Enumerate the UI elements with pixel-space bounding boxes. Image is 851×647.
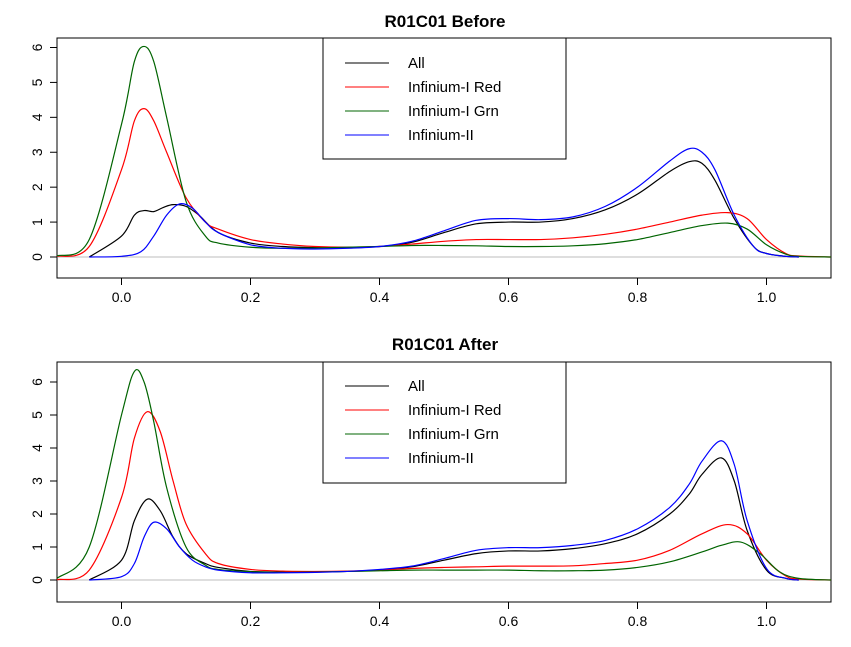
legend-label-all: All	[408, 55, 425, 72]
legend-entry-infinium-i-grn: Infinium-I Grn	[345, 426, 499, 443]
y-tick-label: 0	[29, 576, 45, 584]
y-axis: 0 1 2 3 4 5 6	[29, 378, 57, 584]
y-tick-label: 2	[29, 183, 45, 191]
chart-panel-before: R01C01 Before 0.0 0.2 0.4 0.6 0.8 1.0 0 1 2 3 4 5 6…	[29, 12, 832, 305]
y-tick-label: 1	[29, 543, 45, 551]
legend-label-infinium-ii: Infinium-II	[408, 127, 474, 144]
x-tick-label: 0.0	[112, 289, 132, 305]
chart-panel-after: R01C01 After 0.0 0.2 0.4 0.6 0.8 1.0 0123456 …	[29, 335, 832, 629]
y-tick-label: 2	[29, 510, 45, 518]
series-line-infinium-i-grn	[56, 368, 832, 581]
legend-label-infinium-ii: Infinium-II	[408, 450, 474, 467]
legend-entry-infinium-ii: Infinium-II	[345, 127, 474, 144]
series-layer	[56, 368, 832, 581]
series-layer	[56, 45, 832, 258]
series-line-infinium-i-red	[56, 411, 832, 581]
legend-entry-infinium-i-red: Infinium-I Red	[345, 402, 501, 419]
y-tick-label: 0	[29, 253, 45, 261]
chart-title: R01C01 After	[392, 335, 499, 354]
x-tick-label: 0.6	[499, 613, 519, 629]
y-tick-label: 3	[29, 477, 45, 485]
y-axis: 0 1 2 3 4 5 6	[29, 43, 57, 261]
x-tick-label: 1.0	[757, 289, 777, 305]
x-tick-label: 0.4	[370, 289, 390, 305]
y-tick-label: 1	[29, 218, 45, 226]
legend-label-infinium-i-grn: Infinium-I Grn	[408, 426, 499, 443]
y-tick-label: 5	[29, 411, 45, 419]
series-line-infinium-i-grn	[56, 45, 832, 258]
legend-box	[322, 361, 567, 484]
series-line-infinium-ii	[89, 147, 799, 258]
legend-box	[322, 37, 567, 160]
x-tick-label: 0.8	[628, 613, 648, 629]
legend-entry-infinium-ii: Infinium-II	[345, 450, 474, 467]
x-tick-label: 0.8	[628, 289, 648, 305]
legend-entry-infinium-i-grn: Infinium-I Grn	[345, 103, 499, 120]
x-axis: 0.0 0.2 0.4 0.6 0.8 1.0	[112, 278, 777, 305]
x-tick-label: 0.2	[241, 613, 261, 629]
y-tick-label: 4	[29, 444, 45, 452]
x-tick-label: 0.4	[370, 613, 390, 629]
legend-entry-all: All	[345, 378, 425, 395]
x-axis: 0.0 0.2 0.4 0.6 0.8 1.0	[112, 602, 777, 629]
x-tick-label: 1.0	[757, 613, 777, 629]
series-line-infinium-i-red	[56, 108, 832, 258]
x-tick-label: 0.0	[112, 613, 132, 629]
x-tick-label: 0.2	[241, 289, 261, 305]
legend: All Infinium-I Red Infinium-I Grn Infini…	[322, 37, 567, 160]
y-tick-label: 6	[29, 43, 45, 51]
y-tick-label: 5	[29, 78, 45, 86]
y-tick-label: 3	[29, 148, 45, 156]
legend-entry-infinium-i-red: Infinium-I Red	[345, 79, 501, 96]
legend: All Infinium-I Red Infinium-I Grn Infini…	[322, 361, 567, 484]
legend-label-infinium-i-red: Infinium-I Red	[408, 79, 501, 96]
legend-label-infinium-i-grn: Infinium-I Grn	[408, 103, 499, 120]
y-tick-label: 4	[29, 113, 45, 121]
series-line-infinium-ii	[89, 440, 799, 581]
legend-label-infinium-i-red: Infinium-I Red	[408, 402, 501, 419]
legend-label-all: All	[408, 378, 425, 395]
x-tick-label: 0.6	[499, 289, 519, 305]
series-line-all	[88, 160, 799, 258]
legend-entry-all: All	[345, 55, 425, 72]
chart-title: R01C01 Before	[385, 12, 506, 31]
y-tick-label: 6	[29, 378, 45, 386]
